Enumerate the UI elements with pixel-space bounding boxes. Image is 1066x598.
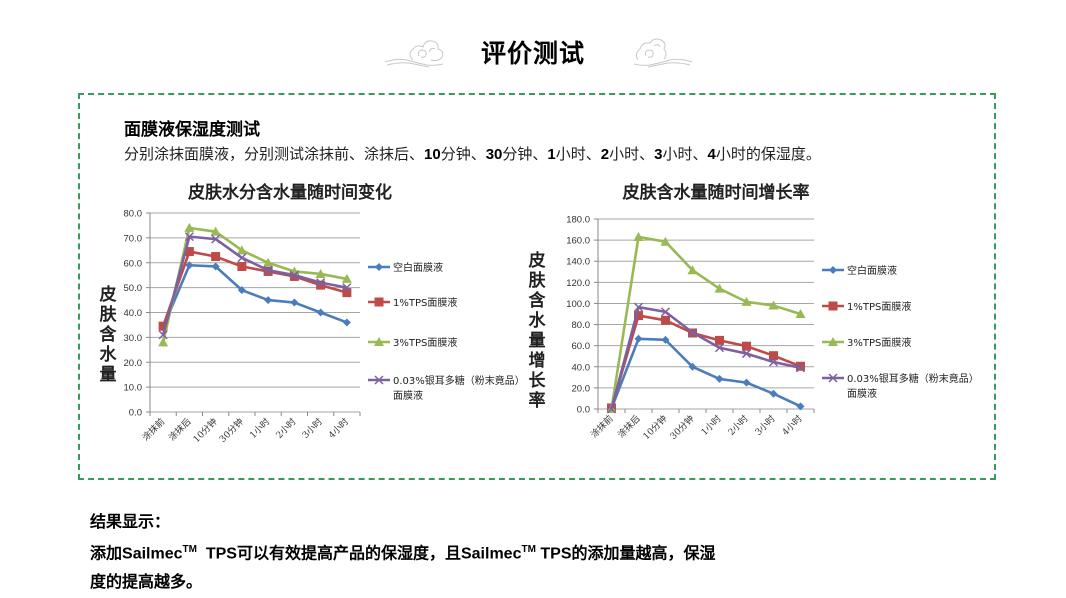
legend-label: 面膜液	[393, 389, 423, 402]
legend-label: 1%TPS面膜液	[393, 296, 457, 309]
results-label: 结果显示：	[90, 512, 171, 531]
legend-label: 面膜液	[847, 387, 877, 400]
y-tick-label: 80.0	[572, 320, 591, 331]
cloud-ornament-icon	[633, 38, 693, 68]
x-tick-label: 涂抹后	[166, 416, 194, 444]
y-tick-label: 180.0	[566, 215, 590, 226]
x-tick-label: 4小时	[326, 416, 351, 441]
panel-heading: 面膜液保湿度测试	[124, 120, 260, 140]
legend-label: 1%TPS面膜液	[847, 300, 911, 313]
y-tick-label: 40.0	[572, 362, 591, 373]
series-line	[606, 302, 806, 414]
y-axis-label: 皮	[529, 250, 546, 271]
y-axis-label: 量	[529, 330, 546, 351]
y-axis-label: 含	[529, 290, 547, 311]
y-tick-label: 0.0	[129, 408, 142, 419]
x-tick-label: 3小时	[752, 413, 777, 438]
series-line	[158, 247, 352, 331]
x-tick-label: 涂抹前	[140, 416, 168, 444]
chart-legend: 空白面膜液 1%TPS面膜液 3%TPS面膜液 0.03%银耳多糖（粉末竟品） 面膜液	[822, 264, 979, 400]
y-tick-label: 20.0	[124, 358, 143, 369]
test-panel: 面膜液保湿度测试 分别涂抹面膜液，分别测试涂抹前、涂抹后、10分钟、30分钟、1…	[78, 93, 996, 480]
series-line	[607, 334, 805, 413]
legend-label: 空白面膜液	[847, 264, 897, 277]
chart-moisture-content: 皮肤水分含水量随时间变化皮肤含水量 0.0 10.0 20.0 30.0 40.0 50.0…	[90, 172, 525, 462]
cloud-ornament-icon	[384, 40, 444, 68]
chart-title: 皮肤水分含水量随时间变化	[188, 182, 392, 203]
page-header: 评价测试	[0, 28, 1066, 78]
y-tick-label: 10.0	[124, 383, 143, 394]
y-tick-label: 70.0	[124, 233, 143, 244]
y-tick-label: 120.0	[566, 278, 590, 289]
y-tick-label: 80.0	[124, 209, 143, 220]
results-section: 结果显示： 添加SailmecTM TPS可以有效提高产品的保湿度，且Sailm…	[90, 508, 716, 596]
x-tick-label: 3小时	[299, 416, 324, 441]
y-tick-label: 60.0	[572, 341, 591, 352]
chart-legend: 空白面膜液 1%TPS面膜液 3%TPS面膜液 0.03%银耳多糖（粉末竟品） 面膜液	[368, 261, 525, 402]
x-tick-label: 1小时	[247, 416, 272, 441]
chart-title: 皮肤含水量随时间增长率	[623, 182, 810, 203]
y-axis-label: 皮	[100, 284, 117, 305]
results-line-2: 度的提高越多。	[90, 572, 203, 592]
legend-label: 3%TPS面膜液	[847, 336, 911, 349]
y-tick-label: 30.0	[124, 333, 143, 344]
series-line	[158, 232, 352, 340]
y-tick-label: 20.0	[572, 383, 591, 394]
y-tick-label: 60.0	[124, 258, 143, 269]
y-axis-label: 水	[529, 310, 547, 331]
x-tick-label: 10分钟	[190, 416, 219, 445]
y-axis-label: 水	[100, 344, 118, 365]
x-tick-label: 2小时	[725, 413, 750, 438]
series-line	[159, 261, 351, 332]
y-axis-label: 长	[529, 370, 547, 391]
x-tick-label: 30分钟	[217, 416, 246, 445]
x-tick-label: 2小时	[273, 416, 298, 441]
y-axis-label: 肤	[529, 270, 547, 291]
legend-label: 3%TPS面膜液	[393, 336, 457, 349]
chart-moisture-growth-rate: 皮肤含水量随时间增长率皮肤含水量增长率 0.0 20.0 40.0 60.0 80.0 10…	[520, 172, 990, 462]
page-title: 评价测试	[480, 39, 585, 68]
legend-label: 0.03%银耳多糖（粉末竟品）	[847, 372, 979, 385]
x-tick-label: 1小时	[698, 413, 723, 438]
y-tick-label: 50.0	[124, 283, 143, 294]
panel-description: 分别涂抹面膜液，分别测试涂抹前、涂抹后、10分钟、30分钟、1小时、2小时、3小…	[124, 145, 821, 163]
y-tick-label: 0.0	[577, 405, 590, 416]
y-axis-label: 增	[529, 350, 546, 371]
x-tick-label: 30分钟	[667, 413, 696, 442]
x-tick-label: 涂抹后	[615, 413, 643, 441]
results-line-1: 添加SailmecTM TPS可以有效提高产品的保湿度，且SailmecTM T…	[90, 543, 716, 563]
y-tick-label: 160.0	[566, 236, 590, 247]
y-tick-label: 140.0	[566, 257, 590, 268]
y-axis-label: 量	[100, 364, 117, 385]
legend-label: 空白面膜液	[393, 261, 443, 274]
y-axis-label: 肤	[100, 304, 118, 325]
x-tick-label: 涂抹前	[588, 413, 616, 441]
legend-label: 0.03%银耳多糖（粉末竟品）	[393, 374, 525, 387]
y-tick-label: 100.0	[566, 299, 590, 310]
y-axis-label: 含	[100, 324, 118, 345]
y-tick-label: 40.0	[124, 308, 143, 319]
y-axis-label: 率	[529, 390, 546, 411]
x-tick-label: 4小时	[779, 413, 804, 438]
x-tick-label: 10分钟	[640, 413, 669, 442]
